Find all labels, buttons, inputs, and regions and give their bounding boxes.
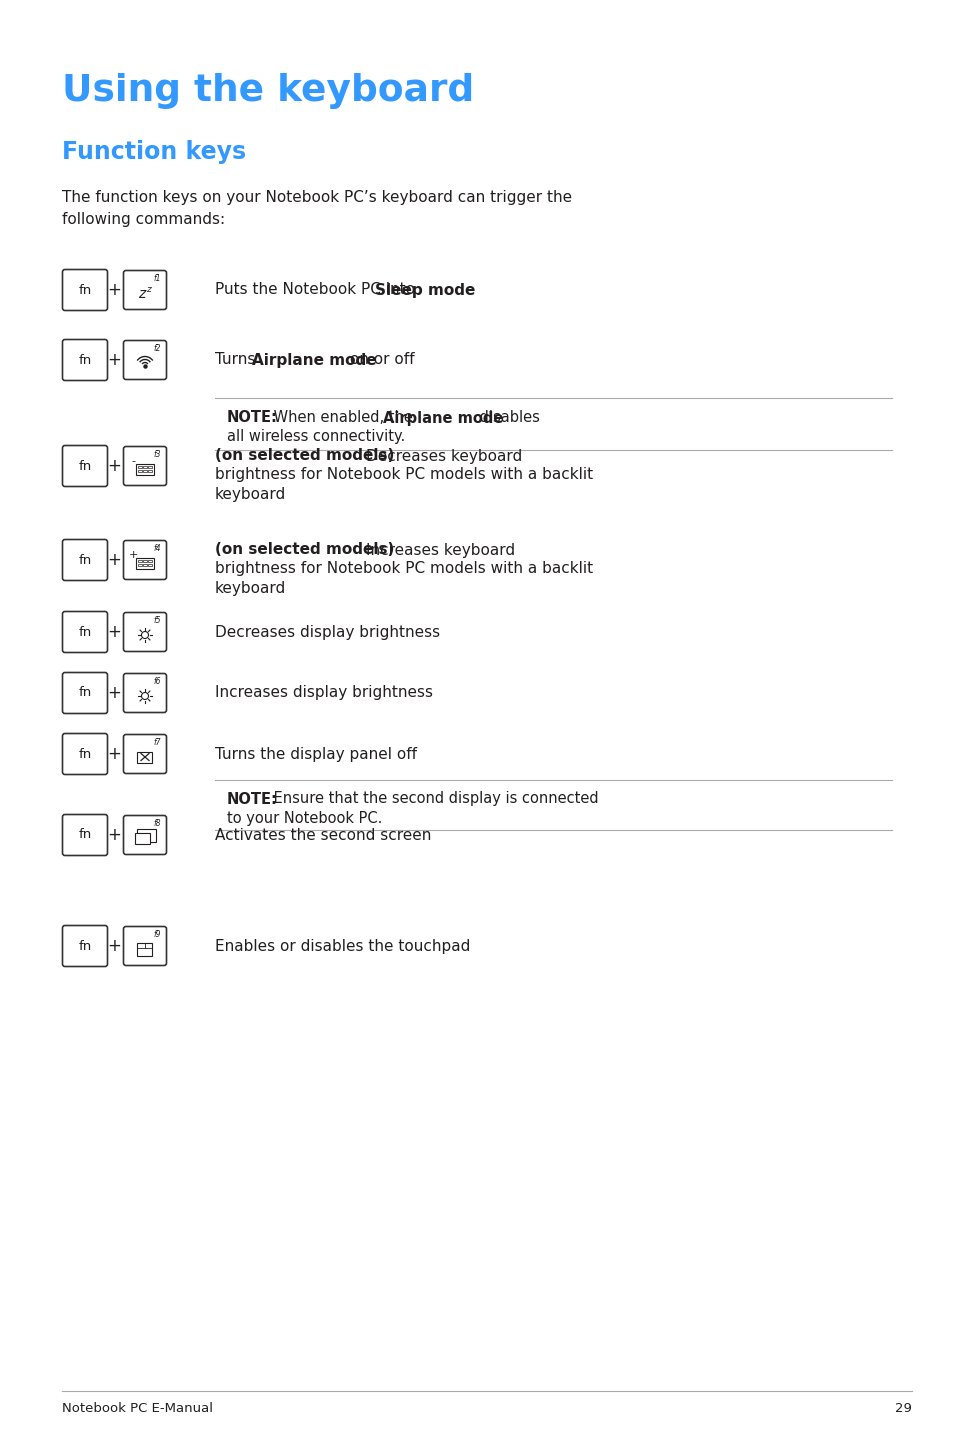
Text: z: z [138, 288, 146, 301]
Text: +: + [107, 938, 121, 955]
Bar [136, 558, 153, 568]
Text: When enabled, the: When enabled, the [269, 410, 417, 426]
FancyBboxPatch shape [63, 446, 108, 486]
FancyBboxPatch shape [63, 926, 108, 966]
Text: Turns the display panel off: Turns the display panel off [214, 746, 416, 762]
Text: +: + [107, 623, 121, 641]
Text: Notebook PC E-Manual: Notebook PC E-Manual [62, 1402, 213, 1415]
Text: 29: 29 [894, 1402, 911, 1415]
FancyBboxPatch shape [123, 341, 167, 380]
Text: f7: f7 [153, 738, 161, 746]
Text: disables: disables [475, 410, 539, 426]
Text: +: + [128, 549, 137, 559]
Text: f5: f5 [153, 615, 161, 626]
FancyBboxPatch shape [63, 539, 108, 581]
Text: f4: f4 [153, 544, 161, 554]
Text: fn: fn [78, 283, 91, 296]
Text: fn: fn [78, 828, 91, 841]
Bar [135, 833, 151, 844]
FancyBboxPatch shape [63, 814, 108, 856]
Text: f3: f3 [153, 450, 161, 459]
FancyBboxPatch shape [63, 611, 108, 653]
Text: Decreases keyboard: Decreases keyboard [366, 449, 522, 463]
Text: +: + [107, 457, 121, 475]
Bar [143, 466, 147, 469]
Text: (on selected models): (on selected models) [214, 449, 399, 463]
Bar [137, 828, 156, 841]
Bar [143, 564, 147, 565]
Text: Function keys: Function keys [62, 139, 246, 164]
FancyBboxPatch shape [63, 339, 108, 381]
FancyBboxPatch shape [63, 673, 108, 713]
FancyBboxPatch shape [63, 733, 108, 775]
Text: +: + [107, 351, 121, 370]
Text: NOTE:: NOTE: [227, 791, 277, 807]
Text: fn: fn [78, 354, 91, 367]
Text: fn: fn [78, 554, 91, 567]
Bar [137, 752, 152, 762]
Text: +: + [107, 551, 121, 569]
FancyBboxPatch shape [123, 735, 167, 774]
Text: brightness for Notebook PC models with a backlit: brightness for Notebook PC models with a… [214, 561, 593, 577]
Bar [138, 466, 142, 469]
Bar [148, 469, 152, 472]
Text: Increases keyboard: Increases keyboard [366, 542, 515, 558]
Text: f2: f2 [153, 344, 161, 352]
Text: on or off: on or off [345, 352, 415, 368]
Bar [137, 942, 152, 955]
Text: Ensure that the second display is connected: Ensure that the second display is connec… [269, 791, 598, 807]
Text: f9: f9 [153, 930, 161, 939]
Text: NOTE:: NOTE: [227, 410, 277, 426]
Text: all wireless connectivity.: all wireless connectivity. [227, 430, 405, 444]
Text: fn: fn [78, 686, 91, 699]
FancyBboxPatch shape [123, 447, 167, 486]
Text: Airplane mode: Airplane mode [252, 352, 376, 368]
Text: fn: fn [78, 460, 91, 473]
Text: Using the keyboard: Using the keyboard [62, 73, 474, 109]
Text: -: - [131, 456, 135, 466]
FancyBboxPatch shape [123, 613, 167, 651]
Text: Turns: Turns [214, 352, 260, 368]
Text: fn: fn [78, 748, 91, 761]
Text: +: + [107, 745, 121, 764]
Text: The function keys on your Notebook PC’s keyboard can trigger the
following comma: The function keys on your Notebook PC’s … [62, 190, 572, 227]
Text: to your Notebook PC.: to your Notebook PC. [227, 811, 382, 825]
Bar [136, 463, 153, 475]
Text: keyboard: keyboard [214, 581, 286, 595]
Bar [138, 469, 142, 472]
Text: +: + [107, 684, 121, 702]
FancyBboxPatch shape [123, 270, 167, 309]
Bar [143, 559, 147, 562]
Text: +: + [107, 280, 121, 299]
FancyBboxPatch shape [123, 541, 167, 580]
Text: z: z [146, 285, 151, 293]
Text: f1: f1 [153, 275, 161, 283]
Text: (on selected models): (on selected models) [214, 542, 399, 558]
Text: Decreases display brightness: Decreases display brightness [214, 624, 439, 640]
Text: Activates the second screen: Activates the second screen [214, 827, 431, 843]
Text: keyboard: keyboard [214, 486, 286, 502]
Text: f6: f6 [153, 677, 161, 686]
FancyBboxPatch shape [123, 926, 167, 965]
FancyBboxPatch shape [123, 815, 167, 854]
Text: f8: f8 [153, 820, 161, 828]
Bar [143, 469, 147, 472]
Bar [148, 564, 152, 565]
Text: brightness for Notebook PC models with a backlit: brightness for Notebook PC models with a… [214, 467, 593, 483]
Text: Increases display brightness: Increases display brightness [214, 686, 433, 700]
Bar [138, 564, 142, 565]
Text: fn: fn [78, 626, 91, 638]
Text: Airplane mode: Airplane mode [382, 410, 503, 426]
Bar [148, 559, 152, 562]
Text: Puts the Notebook PC into: Puts the Notebook PC into [214, 282, 419, 298]
Text: +: + [107, 825, 121, 844]
Text: Enables or disables the touchpad: Enables or disables the touchpad [214, 939, 470, 953]
FancyBboxPatch shape [123, 673, 167, 712]
Text: Sleep mode: Sleep mode [375, 282, 475, 298]
FancyBboxPatch shape [63, 269, 108, 311]
Bar [138, 559, 142, 562]
Bar [148, 466, 152, 469]
Text: fn: fn [78, 939, 91, 952]
